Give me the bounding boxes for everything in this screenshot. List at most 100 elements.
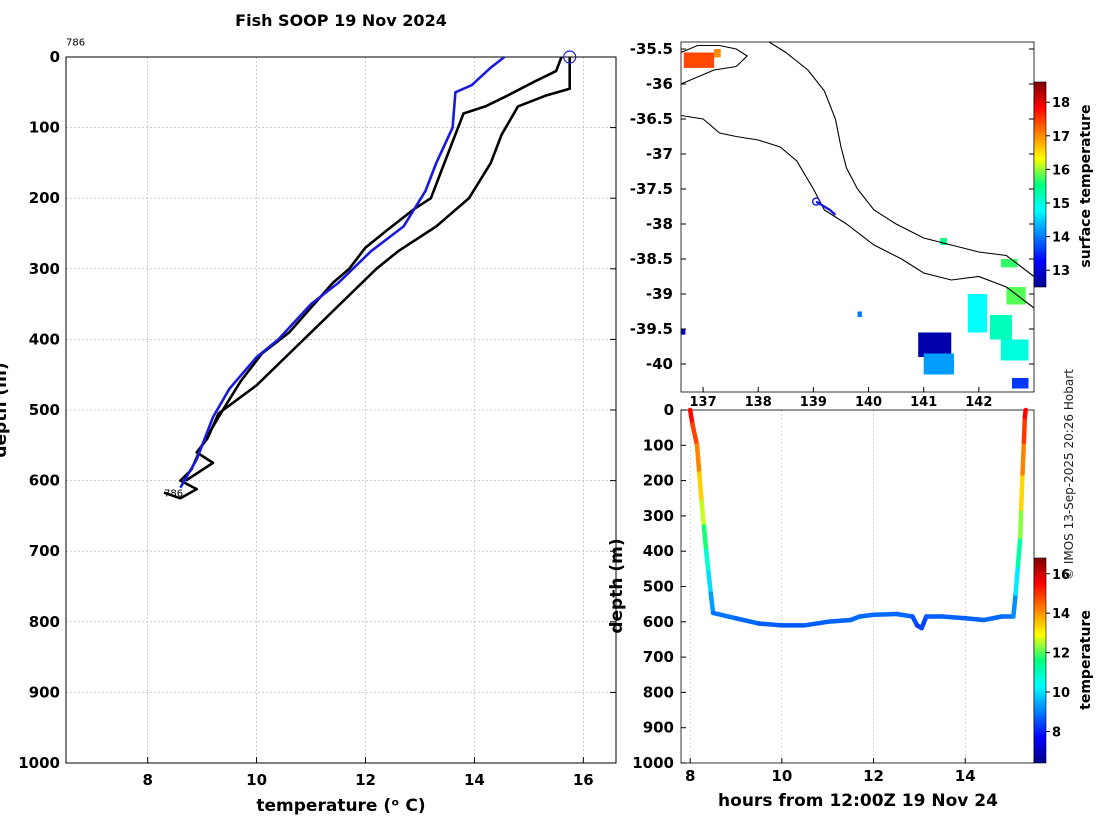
map-x-ticks: 137 138 139 140 141 142	[689, 387, 992, 410]
x-tick-label: 16	[573, 771, 594, 789]
section-y-tick-label: 100	[643, 436, 674, 454]
section-track-segment	[802, 619, 830, 628]
profile-axes-box	[65, 56, 617, 764]
map-colorbar-tick-label: 18	[1052, 96, 1070, 111]
map-y-tick-label: -37.5	[630, 180, 673, 198]
section-track-segment	[694, 443, 702, 476]
sst-patch	[940, 238, 947, 245]
section-track-segment	[1021, 414, 1028, 445]
section-y-tick-label: 500	[643, 578, 674, 596]
map-colorbar-tick-label: 16	[1052, 163, 1070, 178]
section-track-segment	[699, 499, 707, 529]
x-tick-label: 10	[246, 771, 267, 789]
section-x-tick-label: 12	[863, 767, 884, 785]
sst-patch	[967, 294, 988, 333]
credit-text: © IMOS 13-Sep-2025 20:26 Hobart	[1062, 369, 1076, 580]
section-y-tick-label: 600	[643, 613, 674, 631]
x-tick-label: 8	[142, 771, 152, 789]
ship-track-line	[815, 200, 837, 216]
y-tick-label: 900	[29, 683, 60, 701]
section-grid	[689, 410, 966, 763]
map-y-tick-label: -40	[646, 355, 673, 373]
surface-marker	[563, 50, 577, 64]
sst-patch	[683, 52, 715, 68]
section-track-segment	[703, 548, 711, 575]
section-track-segment	[690, 421, 700, 448]
profile-y-label: depth (m)	[0, 362, 11, 457]
section-track-segment	[871, 611, 899, 617]
profile-y-ticks: 0 100 200 300 400 500 600 700 800 900 1000	[18, 48, 616, 772]
section-track	[687, 407, 1028, 631]
profile-grid	[66, 56, 616, 764]
section-track-segment	[708, 591, 716, 616]
x-tick-label: 14	[464, 771, 485, 789]
section-colorbar-tick-label: 14	[1052, 607, 1070, 622]
section-x-tick-label: 8	[685, 767, 695, 785]
profile-line-profile-2	[163, 56, 563, 500]
ship-position-marker	[811, 197, 821, 206]
section-colorbar	[1033, 557, 1047, 764]
section-colorbar-tick-label: 16	[1052, 568, 1070, 583]
profile-line-current-profile	[179, 55, 506, 489]
y-tick-label: 200	[29, 189, 60, 207]
map-colorbar-tick-label: 15	[1052, 197, 1070, 212]
section-track-segment	[687, 407, 695, 427]
y-tick-label: 0	[50, 48, 60, 66]
map-colorbar	[1033, 81, 1047, 288]
section-y-tick-label: 0	[664, 401, 674, 419]
map-x-tick-label: 138	[745, 395, 772, 410]
map-x-tick-label: 141	[910, 395, 937, 410]
section-chart: 8 10 12 14 0 100 200 300 400 500 600 700 800 900 1000…	[607, 401, 1094, 811]
profile-chart: Fish SOOP 19 Nov 2024 8 10 12 14 16 0 100 200 3…	[0, 11, 617, 816]
chart-title: Fish SOOP 19 Nov 2024	[235, 11, 447, 30]
map-y-tick-label: -39.5	[630, 320, 673, 338]
map-x-tick-label: 139	[800, 395, 827, 410]
section-colorbar-label: temperature	[1078, 610, 1094, 710]
map-y-tick-label: -38	[646, 215, 673, 233]
section-track-segment	[825, 617, 853, 625]
section-x-tick-label: 14	[955, 767, 976, 785]
map-y-tick-label: -37	[646, 145, 673, 163]
sst-patch	[1000, 339, 1029, 361]
section-track-segment	[1011, 591, 1018, 619]
y-tick-label: 500	[29, 401, 60, 419]
profile-line-profile-3	[185, 57, 571, 482]
ship-track	[811, 197, 837, 216]
section-colorbar-tick-label: 10	[1052, 686, 1070, 701]
map-y-tick-label: -35.5	[630, 40, 673, 58]
section-track-segment	[981, 614, 1005, 623]
map-colorbar-ticks: 13 14 15 16 17 18	[1046, 96, 1070, 279]
section-y-tick-label: 400	[643, 542, 674, 560]
section-y-tick-label: 800	[643, 683, 674, 701]
section-track-segment	[940, 614, 968, 621]
section-y-label: depth (m)	[607, 538, 627, 633]
y-tick-label: 800	[29, 613, 60, 631]
sst-patch	[1011, 378, 1029, 389]
profile-annotation: 786	[164, 489, 183, 500]
sst-patch	[923, 353, 955, 375]
sst-patch	[857, 311, 862, 318]
section-track-segment	[1020, 439, 1027, 476]
coastline	[681, 42, 1034, 309]
profile-annotations: 786 786	[66, 37, 183, 499]
section-x-label: hours from 12:00Z 19 Nov 24	[718, 791, 998, 811]
y-tick-label: 1000	[18, 754, 60, 772]
map-y-tick-label: -36	[646, 75, 673, 93]
section-track-segment	[756, 621, 785, 628]
map-background	[681, 42, 1034, 392]
section-track-segment	[733, 616, 762, 626]
coastline-coast-upper	[681, 44, 749, 85]
section-x-tick-label: 10	[771, 767, 792, 785]
section-x-ticks: 8 10 12 14	[685, 758, 976, 785]
y-tick-label: 100	[29, 119, 60, 137]
y-tick-label: 300	[29, 260, 60, 278]
coastline-coast-lower	[681, 114, 1034, 309]
section-colorbar-ticks: 8 10 12 14 16	[1046, 568, 1070, 740]
map-x-tick-label: 142	[965, 395, 992, 410]
y-tick-label: 600	[29, 472, 60, 490]
sst-patch	[918, 332, 952, 357]
map-colorbar-label: surface temperature	[1078, 104, 1094, 267]
section-y-tick-label: 200	[643, 472, 674, 490]
sst-patch	[1000, 259, 1018, 268]
